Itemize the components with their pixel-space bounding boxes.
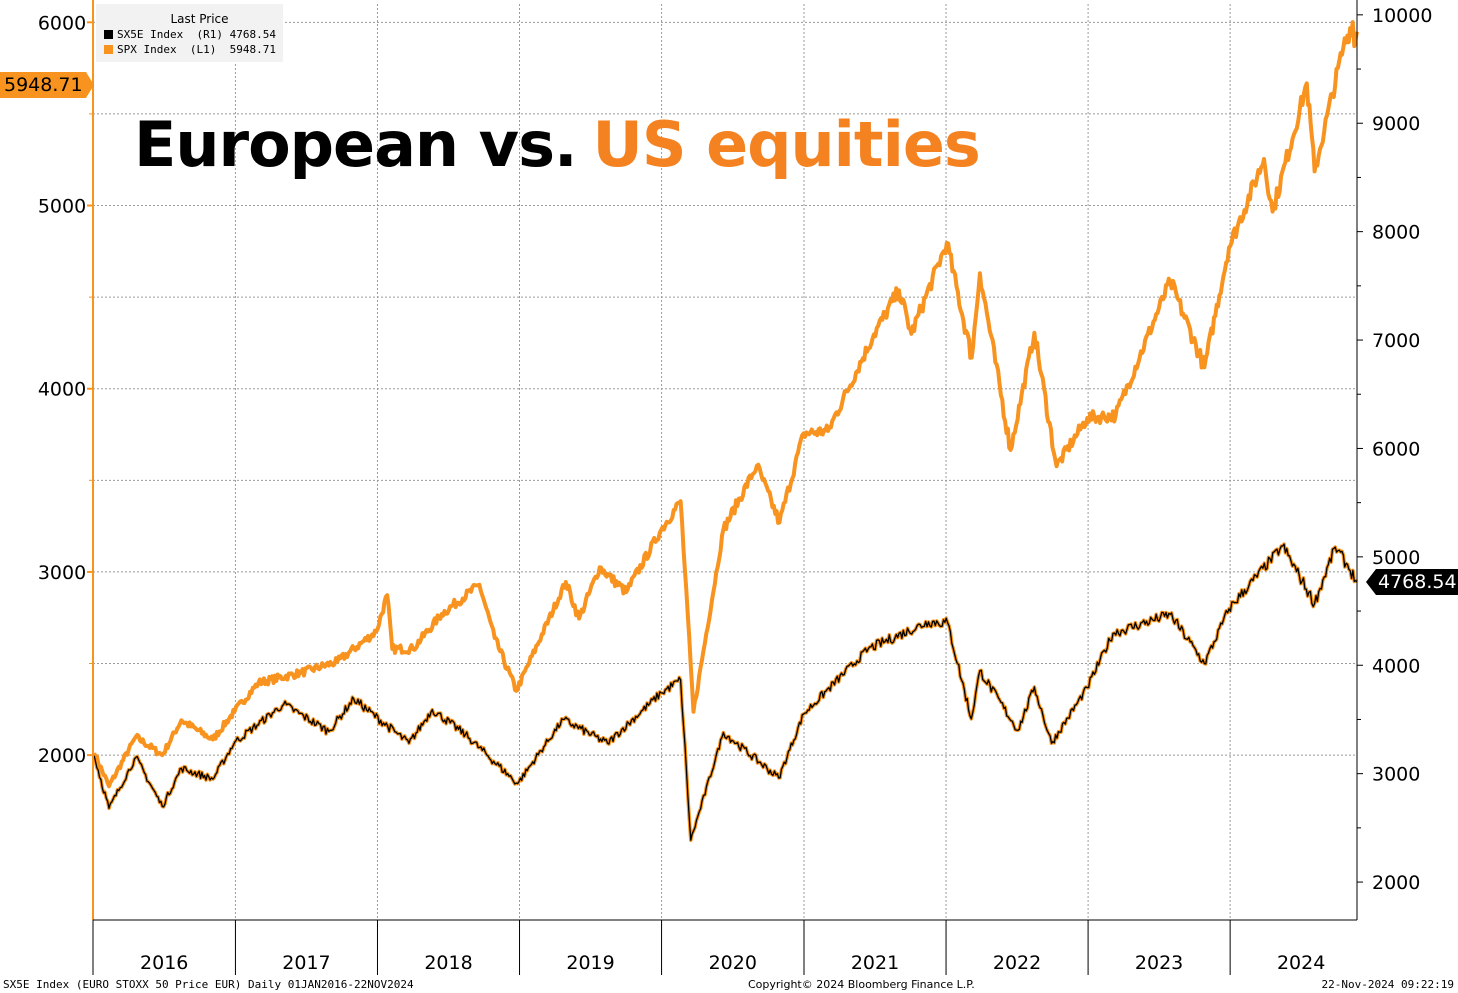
- right-tick-label-3000: 3000: [1372, 764, 1420, 786]
- sx5e-series: [92, 542, 1359, 842]
- chart-legend: Last Price SX5E Index (R1) 4768.54 SPX I…: [96, 4, 283, 62]
- sx5e-last-price-badge: 4768.54: [1376, 569, 1458, 595]
- year-label-2020: 2020: [709, 952, 757, 974]
- right-tick-label-4000: 4000: [1372, 655, 1420, 677]
- chart-axes: [92, 0, 1358, 921]
- title-part-european: European vs.: [134, 108, 578, 181]
- legend-label-spx: SPX Index (L1) 5948.71: [117, 43, 276, 56]
- year-label-2023: 2023: [1135, 952, 1183, 974]
- spx-last-price-badge: 5948.71: [0, 72, 86, 98]
- chart-title: European vs. US equities: [134, 108, 981, 181]
- right-tick-label-8000: 8000: [1372, 222, 1420, 244]
- year-label-2018: 2018: [424, 952, 472, 974]
- footer-copyright: Copyright© 2024 Bloomberg Finance L.P.: [748, 978, 975, 991]
- x-axis-year-labels: 2016 2017 2018 2019 2020 2021 2022 2023 2024: [92, 920, 1325, 975]
- title-part-us: US equities: [592, 108, 981, 181]
- legend-item-spx: SPX Index (L1) 5948.71: [96, 42, 283, 57]
- legend-title: Last Price: [170, 12, 229, 26]
- sx5e-line-bars: [92, 542, 1359, 842]
- year-label-2021: 2021: [851, 952, 899, 974]
- year-label-2022: 2022: [993, 952, 1041, 974]
- right-tick-label-9000: 9000: [1372, 113, 1420, 135]
- right-tick-label-6000: 6000: [1372, 438, 1420, 460]
- legend-item-sx5e: SX5E Index (R1) 4768.54: [96, 27, 283, 42]
- spx-line: [92, 20, 1359, 789]
- right-axis-ticks: 2000 3000 4000 5000 6000 7000 8000 9000 10000: [1357, 5, 1432, 894]
- footer-source: SX5E Index (EURO STOXX 50 Price EUR) Dai…: [3, 978, 414, 991]
- spx-series: [92, 20, 1359, 789]
- chart-grid: [93, 4, 1357, 920]
- legend-swatch-spx: [104, 45, 113, 54]
- footer-timestamp: 22-Nov-2024 09:22:19: [1321, 978, 1454, 991]
- legend-swatch-sx5e: [104, 30, 113, 39]
- left-axis-ticks: 2000 3000 4000 5000 6000: [38, 12, 93, 767]
- spx-badge-arrow: [86, 72, 94, 98]
- year-label-2019: 2019: [566, 952, 614, 974]
- year-label-2024: 2024: [1277, 952, 1325, 974]
- left-tick-label-3000: 3000: [38, 562, 86, 584]
- left-tick-label-4000: 4000: [38, 379, 86, 401]
- sx5e-line: [93, 543, 1358, 841]
- right-tick-label-7000: 7000: [1372, 330, 1420, 352]
- year-label-2017: 2017: [282, 952, 330, 974]
- sx5e-badge-arrow: [1366, 569, 1376, 595]
- right-tick-label-10000: 10000: [1372, 5, 1432, 27]
- left-tick-label-2000: 2000: [38, 745, 86, 767]
- right-tick-label-2000: 2000: [1372, 872, 1420, 894]
- year-label-2016: 2016: [140, 952, 188, 974]
- legend-label-sx5e: SX5E Index (R1) 4768.54: [117, 28, 276, 41]
- right-tick-label-5000: 5000: [1372, 547, 1420, 569]
- left-tick-label-6000: 6000: [38, 12, 86, 34]
- left-tick-label-5000: 5000: [38, 196, 86, 218]
